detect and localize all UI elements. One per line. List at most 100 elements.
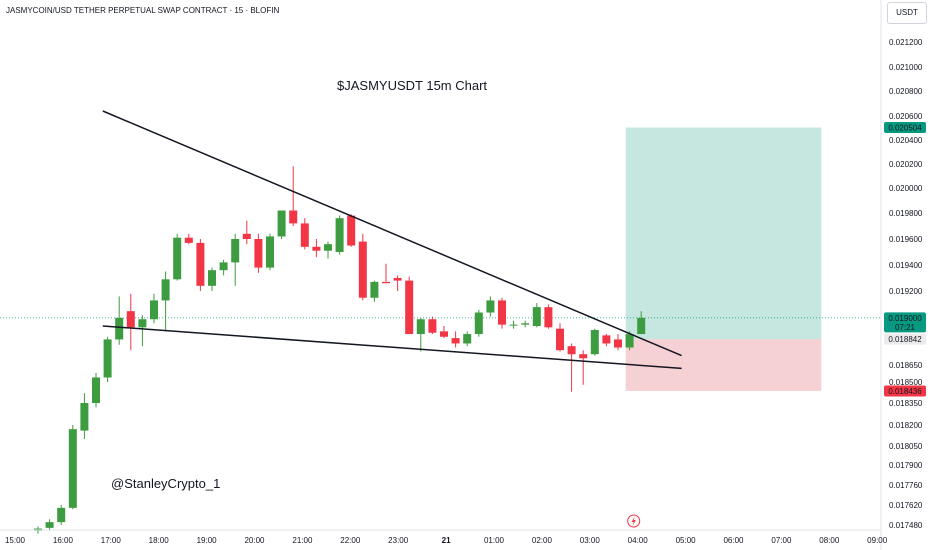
candle-body: [614, 339, 622, 348]
time-tick-label: 01:00: [484, 536, 505, 545]
candle-body: [80, 403, 89, 431]
candle-body: [254, 239, 263, 268]
candle: [509, 320, 518, 329]
candle-body: [324, 244, 332, 251]
time-tick-label: 03:00: [580, 536, 601, 545]
candle-body: [208, 270, 216, 286]
candle: [138, 315, 147, 347]
candle: [126, 293, 135, 351]
stop-zone: [625, 339, 822, 391]
candle-body: [68, 429, 77, 508]
candle-body: [184, 237, 193, 243]
candle-body: [382, 281, 390, 284]
candle-body: [428, 319, 437, 333]
candle: [370, 280, 379, 302]
price-tick-label: 0.021000: [889, 63, 923, 72]
candle: [45, 519, 54, 531]
candle: [115, 296, 124, 345]
candle-body: [590, 330, 599, 355]
candle-body: [486, 300, 495, 313]
target-price-badge: [884, 122, 926, 134]
candle: [579, 350, 588, 385]
price-tick-label: 0.018500: [889, 378, 923, 387]
candle-body: [463, 334, 472, 344]
candle-body: [289, 210, 298, 224]
time-tick-label: 15:00: [5, 536, 26, 545]
trendline-lower: [102, 325, 682, 370]
lightning-bolt-icon: [631, 516, 636, 526]
price-tick-label: 0.019600: [889, 235, 923, 244]
candle: [266, 233, 274, 271]
candle-body: [498, 300, 506, 325]
candle: [219, 259, 228, 276]
candle-body: [219, 262, 228, 271]
price-tick-label: 0.017480: [889, 521, 923, 530]
price-tick-label: 0.020600: [889, 112, 923, 121]
candle-body: [416, 319, 425, 335]
candle-body: [347, 215, 356, 246]
trendline-upper: [102, 110, 682, 357]
price-tick-label: 0.021200: [889, 38, 923, 47]
candle: [498, 297, 506, 329]
price-tick-label: 0.020400: [889, 136, 923, 145]
candle: [614, 334, 622, 351]
time-tick-label: 21: [442, 536, 451, 545]
candle-body: [45, 522, 54, 528]
candle-body: [567, 346, 576, 355]
candle: [92, 372, 100, 408]
candle: [335, 215, 344, 255]
candle-body: [544, 307, 553, 328]
time-tick-label: 16:00: [53, 536, 74, 545]
candle-body: [405, 280, 414, 335]
candle: [474, 309, 483, 337]
candle: [625, 331, 634, 351]
time-tick-label: 04:00: [628, 536, 649, 545]
candle: [382, 263, 390, 284]
time-tick-label: 22:00: [340, 536, 361, 545]
candle-body: [242, 233, 251, 239]
candle: [405, 276, 414, 335]
candle-body: [358, 241, 367, 298]
price-tick-label: 0.019800: [889, 209, 923, 218]
candle-body: [126, 311, 135, 328]
price-tick-label: 0.018650: [889, 361, 923, 370]
candle: [254, 233, 263, 273]
currency-selector[interactable]: USDT: [887, 2, 927, 24]
candle: [532, 303, 541, 328]
position-zones: [0, 127, 880, 391]
target-zone: [625, 127, 822, 340]
candle: [637, 311, 646, 335]
time-tick-label: 21:00: [292, 536, 313, 545]
candle-body: [335, 218, 344, 252]
candle-body: [161, 279, 170, 301]
price-tick-label: 0.019200: [889, 287, 923, 296]
price-tick-label: 0.019400: [889, 261, 923, 270]
candle: [590, 328, 599, 356]
candle: [231, 233, 240, 286]
candle-body: [637, 317, 646, 335]
candle-body: [440, 331, 448, 337]
time-tick-label: 05:00: [676, 536, 697, 545]
price-tick-label: 0.018050: [889, 442, 923, 451]
candle-body: [451, 338, 460, 344]
candle-body: [103, 339, 112, 378]
candle-body: [277, 210, 286, 237]
candle-body: [300, 223, 309, 247]
price-tick-label: 0.017900: [889, 461, 923, 470]
time-tick-label: 06:00: [723, 536, 744, 545]
candle-body: [312, 246, 321, 251]
candle: [208, 267, 216, 291]
candle: [196, 239, 205, 291]
chart-title: $JASMYUSDT 15m Chart: [337, 78, 488, 93]
candle: [347, 214, 356, 247]
current-price-badge-text: 0.019000: [888, 314, 922, 323]
candle: [544, 304, 553, 329]
candle: [289, 166, 298, 226]
candle: [68, 425, 77, 510]
current-price-badge-countdown: 07:21: [895, 323, 916, 332]
entry-price-badge: [884, 333, 926, 345]
candle: [393, 275, 402, 291]
